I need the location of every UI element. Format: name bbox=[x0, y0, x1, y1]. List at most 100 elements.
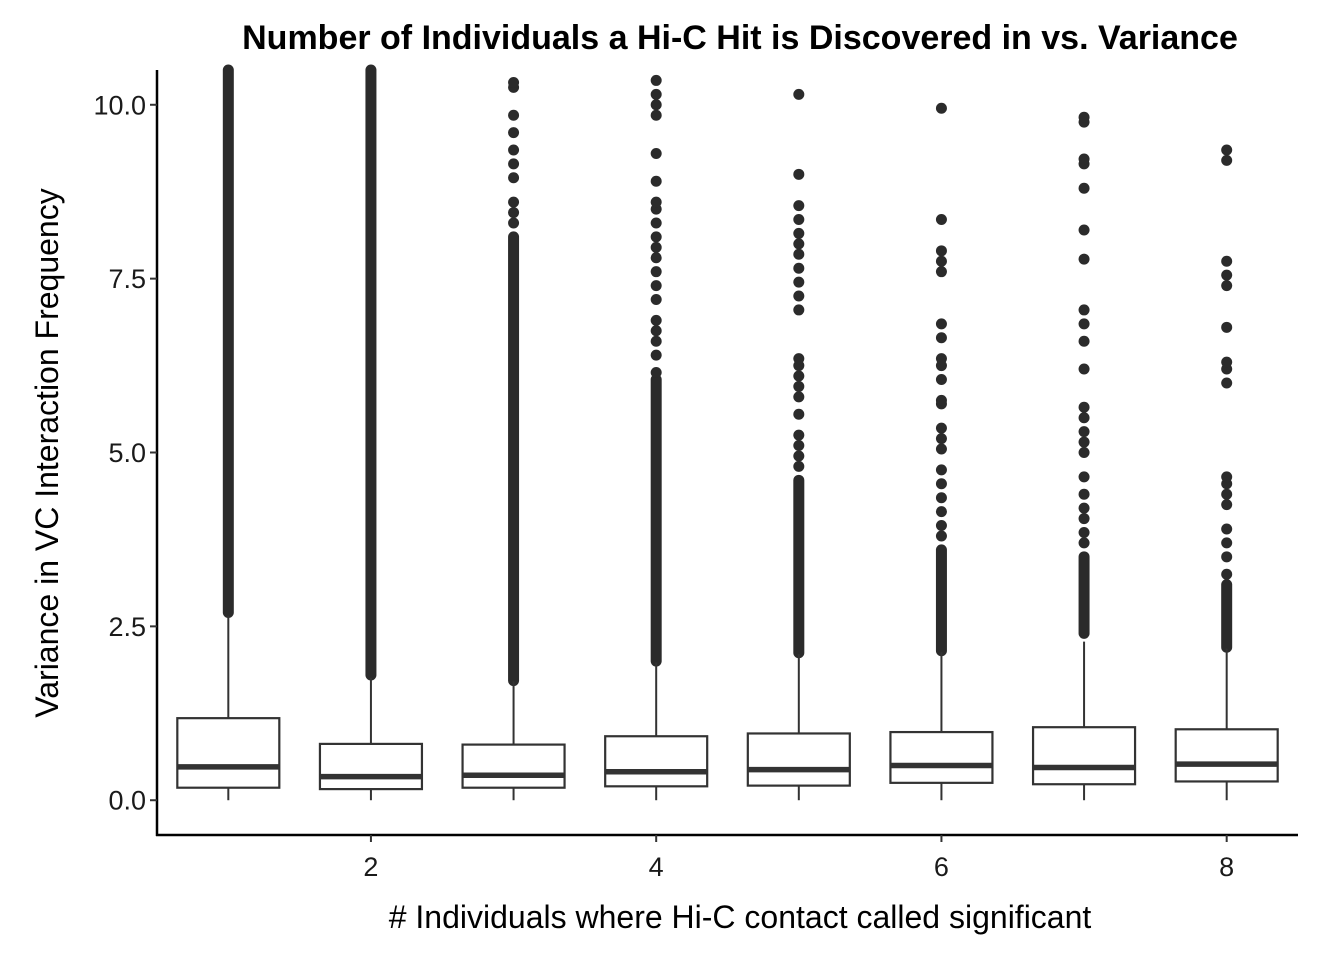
outlier-point bbox=[935, 433, 947, 445]
outlier-point bbox=[1078, 224, 1090, 236]
box-iqr bbox=[889, 730, 994, 784]
box-iqr bbox=[176, 717, 281, 789]
box-iqr bbox=[318, 742, 424, 791]
outlier-point bbox=[935, 332, 947, 344]
box-iqr bbox=[746, 732, 851, 787]
box-iqr bbox=[1031, 726, 1137, 786]
outlier-point bbox=[650, 175, 662, 187]
outlier-point bbox=[1078, 513, 1090, 525]
outlier-point bbox=[650, 325, 662, 337]
outlier-point bbox=[935, 520, 947, 532]
box-group bbox=[1174, 648, 1279, 801]
outlier-point bbox=[508, 77, 520, 89]
outlier-point bbox=[793, 262, 805, 274]
outlier-point bbox=[508, 158, 520, 170]
y-tick-label: 10.0 bbox=[93, 90, 146, 120]
outlier-point bbox=[650, 314, 662, 326]
outlier-point bbox=[793, 353, 805, 365]
outlier-point bbox=[1078, 471, 1090, 483]
outlier-point bbox=[935, 214, 947, 226]
outlier-point bbox=[1221, 523, 1233, 535]
outlier-point bbox=[1221, 537, 1233, 549]
plot-area bbox=[176, 64, 1279, 801]
box-iqr bbox=[461, 743, 566, 789]
outlier-point bbox=[650, 280, 662, 292]
box-iqr bbox=[1174, 728, 1279, 783]
outlier-point bbox=[793, 276, 805, 288]
outlier-point bbox=[793, 248, 805, 260]
outlier-point bbox=[793, 429, 805, 441]
outlier-point bbox=[650, 266, 662, 278]
outlier-point bbox=[793, 408, 805, 420]
outlier-point bbox=[508, 109, 520, 121]
outlier-point bbox=[1078, 526, 1090, 538]
outlier-point bbox=[1078, 111, 1090, 123]
outlier-point bbox=[793, 88, 805, 100]
outlier-group bbox=[650, 74, 662, 667]
outlier-group bbox=[1078, 111, 1090, 639]
x-tick-label: 8 bbox=[1219, 852, 1234, 882]
outlier-point bbox=[650, 241, 662, 253]
outlier-point bbox=[935, 255, 947, 267]
y-tick-label: 2.5 bbox=[108, 612, 146, 642]
outlier-point bbox=[793, 304, 805, 316]
outlier-point bbox=[935, 443, 947, 455]
outlier-point bbox=[1078, 182, 1090, 194]
outlier-point bbox=[1078, 412, 1090, 424]
outlier-point bbox=[1221, 377, 1233, 389]
y-tick-label: 0.0 bbox=[108, 786, 146, 816]
outlier-point bbox=[1078, 537, 1090, 549]
outlier-point bbox=[650, 367, 662, 379]
outlier-group bbox=[793, 88, 805, 659]
outlier-point bbox=[935, 245, 947, 257]
box-group bbox=[318, 677, 424, 801]
outlier-point bbox=[1078, 304, 1090, 316]
outlier-point bbox=[650, 109, 662, 121]
outlier-point bbox=[793, 391, 805, 403]
outlier-point bbox=[1078, 436, 1090, 448]
outlier-point bbox=[650, 196, 662, 208]
outlier-point bbox=[935, 373, 947, 385]
outlier-point bbox=[1078, 253, 1090, 265]
outlier-point bbox=[508, 127, 520, 139]
y-axis-ticks: 0.0 2.5 5.0 7.5 10.0 bbox=[93, 90, 157, 816]
outlier-point bbox=[1221, 321, 1233, 333]
box-iqr bbox=[604, 735, 709, 788]
box-group bbox=[604, 662, 709, 801]
outlier-point bbox=[650, 74, 662, 86]
outlier-point bbox=[1078, 488, 1090, 500]
outlier-point bbox=[1221, 488, 1233, 500]
outlier-point bbox=[935, 102, 947, 114]
x-tick-label: 4 bbox=[649, 852, 664, 882]
outlier-point bbox=[1078, 502, 1090, 514]
outlier-point bbox=[1078, 447, 1090, 458]
outlier-point bbox=[793, 450, 805, 462]
outlier-point bbox=[1221, 568, 1233, 580]
y-tick-label: 7.5 bbox=[108, 264, 146, 294]
outlier-point bbox=[935, 492, 947, 504]
x-tick-label: 2 bbox=[363, 852, 378, 882]
y-axis-title: Variance in VC Interaction Frequency bbox=[29, 188, 65, 717]
outlier-point bbox=[650, 217, 662, 229]
x-tick-label: 6 bbox=[934, 852, 949, 882]
y-tick-label: 5.0 bbox=[108, 438, 146, 468]
outlier-point bbox=[1221, 471, 1233, 483]
outlier-point bbox=[508, 172, 520, 184]
box-group bbox=[746, 654, 851, 801]
outlier-point bbox=[793, 214, 805, 226]
outlier-point bbox=[935, 506, 947, 518]
outlier-group bbox=[935, 102, 947, 657]
outlier-point bbox=[935, 464, 947, 476]
outlier-point bbox=[1078, 401, 1090, 413]
outlier-point bbox=[650, 252, 662, 264]
outlier-point bbox=[650, 294, 662, 305]
outlier-point bbox=[1221, 144, 1233, 156]
outlier-point bbox=[508, 196, 520, 208]
outlier-point bbox=[793, 168, 805, 180]
outlier-point bbox=[793, 440, 805, 452]
outlier-point bbox=[793, 460, 805, 472]
outlier-point bbox=[650, 99, 662, 111]
box-group bbox=[1031, 641, 1137, 801]
outlier-point bbox=[1221, 499, 1233, 511]
